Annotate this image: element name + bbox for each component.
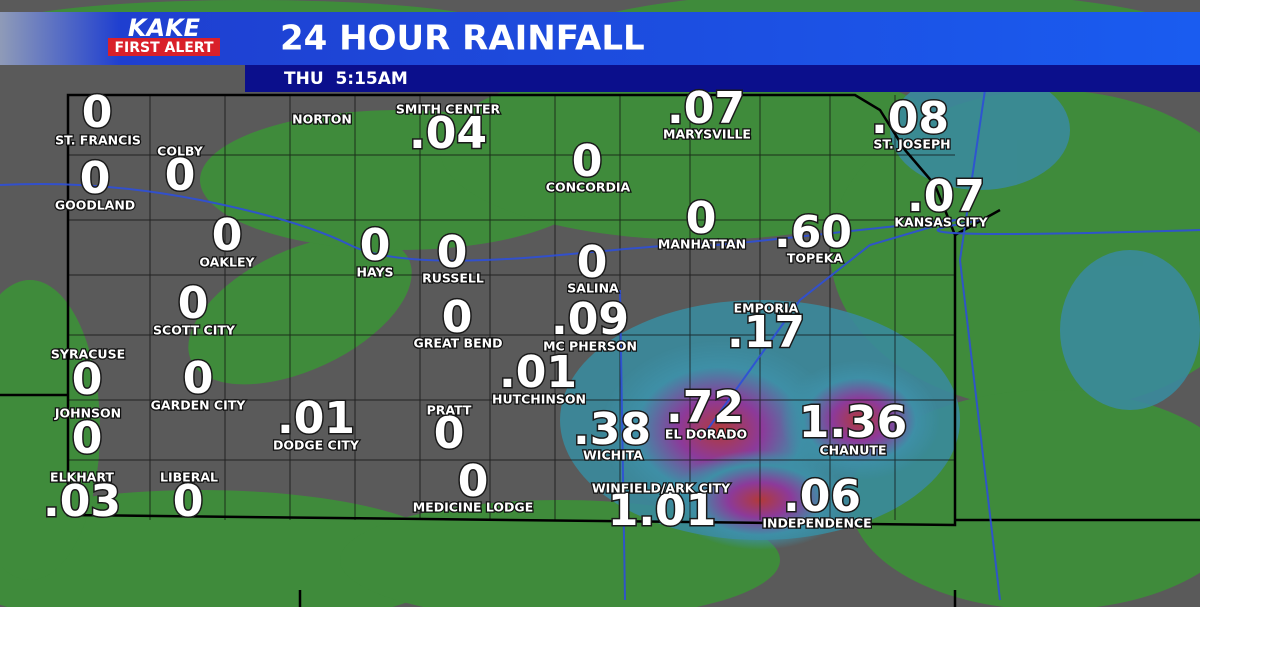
logo-bottom: FIRST ALERT bbox=[114, 40, 214, 56]
rain-value: 0 bbox=[360, 220, 391, 271]
rain-value: 1.01 bbox=[608, 485, 717, 536]
rain-value: .07 bbox=[667, 83, 745, 134]
rain-value: 0 bbox=[437, 227, 468, 278]
rain-value: 0 bbox=[577, 237, 608, 288]
rain-value: 0 bbox=[212, 210, 243, 261]
city-name: ELKHART bbox=[50, 470, 114, 485]
city-name: KANSAS CITY bbox=[894, 215, 988, 230]
rain-value: .72 bbox=[666, 382, 744, 433]
rain-value: .04 bbox=[409, 108, 487, 159]
city-name: MARYSVILLE bbox=[663, 127, 751, 142]
city-name: SCOTT CITY bbox=[153, 323, 236, 338]
city-name: WINFIELD/ARK CITY bbox=[592, 481, 731, 496]
city-name: ST. FRANCIS bbox=[55, 133, 141, 148]
city-name: NORTON bbox=[292, 112, 352, 127]
city-name: EMPORIA bbox=[734, 301, 799, 316]
city-name: CHANUTE bbox=[820, 443, 887, 458]
city-name: GARDEN CITY bbox=[151, 398, 247, 413]
title: 24 HOUR RAINFALL bbox=[280, 19, 645, 59]
logo: KAKE FIRST ALERT bbox=[108, 14, 220, 56]
rain-value: .01 bbox=[499, 347, 577, 398]
logo-red bbox=[108, 38, 220, 56]
city-name: CONCORDIA bbox=[546, 180, 631, 195]
city-name: EL DORADO bbox=[665, 427, 747, 442]
city-name: SALINA bbox=[567, 281, 619, 296]
rain-value: .60 bbox=[774, 207, 852, 258]
rain-value: .06 bbox=[783, 471, 861, 522]
rain-value: .17 bbox=[727, 307, 805, 358]
rain-value: 0 bbox=[458, 456, 489, 507]
city-name: HAYS bbox=[357, 265, 394, 280]
rain-value: 0 bbox=[178, 278, 209, 329]
city-name: TOPEKA bbox=[787, 251, 844, 266]
rain-value: 0 bbox=[572, 136, 603, 187]
rain-value: 0 bbox=[686, 193, 717, 244]
rain-value: 0 bbox=[165, 150, 196, 201]
rain-value: .09 bbox=[551, 294, 629, 345]
rain-value: 0 bbox=[434, 408, 465, 459]
city-name: MC PHERSON bbox=[543, 339, 637, 354]
rain-value: 0 bbox=[80, 153, 111, 204]
rain-value: 0 bbox=[72, 413, 103, 464]
rain-value: 0 bbox=[442, 292, 473, 343]
logo-top: KAKE bbox=[128, 14, 201, 42]
city-name: MANHATTAN bbox=[658, 237, 746, 252]
rain-value: 0 bbox=[183, 353, 214, 404]
city-name: WICHITA bbox=[583, 448, 643, 463]
city-name: GOODLAND bbox=[55, 198, 135, 213]
city-name: SMITH CENTER bbox=[396, 102, 501, 117]
rain-value: 0 bbox=[72, 354, 103, 405]
rain-value: 0 bbox=[173, 476, 204, 527]
rain-value: .07 bbox=[907, 171, 985, 222]
city-name: INDEPENDENCE bbox=[762, 516, 871, 531]
time-bar bbox=[245, 65, 1200, 92]
rain-value: 1.36 bbox=[799, 397, 908, 448]
city-name: PRATT bbox=[427, 403, 472, 418]
time: THU 5:15AM bbox=[284, 69, 408, 89]
rain-value: .38 bbox=[573, 404, 651, 455]
city-name: OAKLEY bbox=[199, 255, 255, 270]
city-name: COLBY bbox=[157, 144, 204, 159]
city-labels: 0ST. FRANCIS0GOODLAND0COLBY0OAKLEYNORTON… bbox=[42, 82, 990, 538]
city-name: LIBERAL bbox=[160, 470, 218, 485]
city-name: GREAT BEND bbox=[414, 336, 503, 351]
city-name: MEDICINE LODGE bbox=[413, 500, 534, 515]
rain-value: .03 bbox=[43, 476, 121, 527]
city-name: HUTCHINSON bbox=[492, 392, 586, 407]
city-name: DODGE CITY bbox=[273, 438, 360, 453]
city-name: SYRACUSE bbox=[51, 347, 125, 362]
rain-value: 0 bbox=[82, 87, 113, 138]
rain-value: .01 bbox=[277, 393, 355, 444]
city-name: RUSSELL bbox=[422, 271, 484, 286]
city-name: ST. JOSEPH bbox=[873, 137, 950, 152]
rain-value: .08 bbox=[871, 93, 949, 144]
city-name: JOHNSON bbox=[54, 406, 121, 421]
